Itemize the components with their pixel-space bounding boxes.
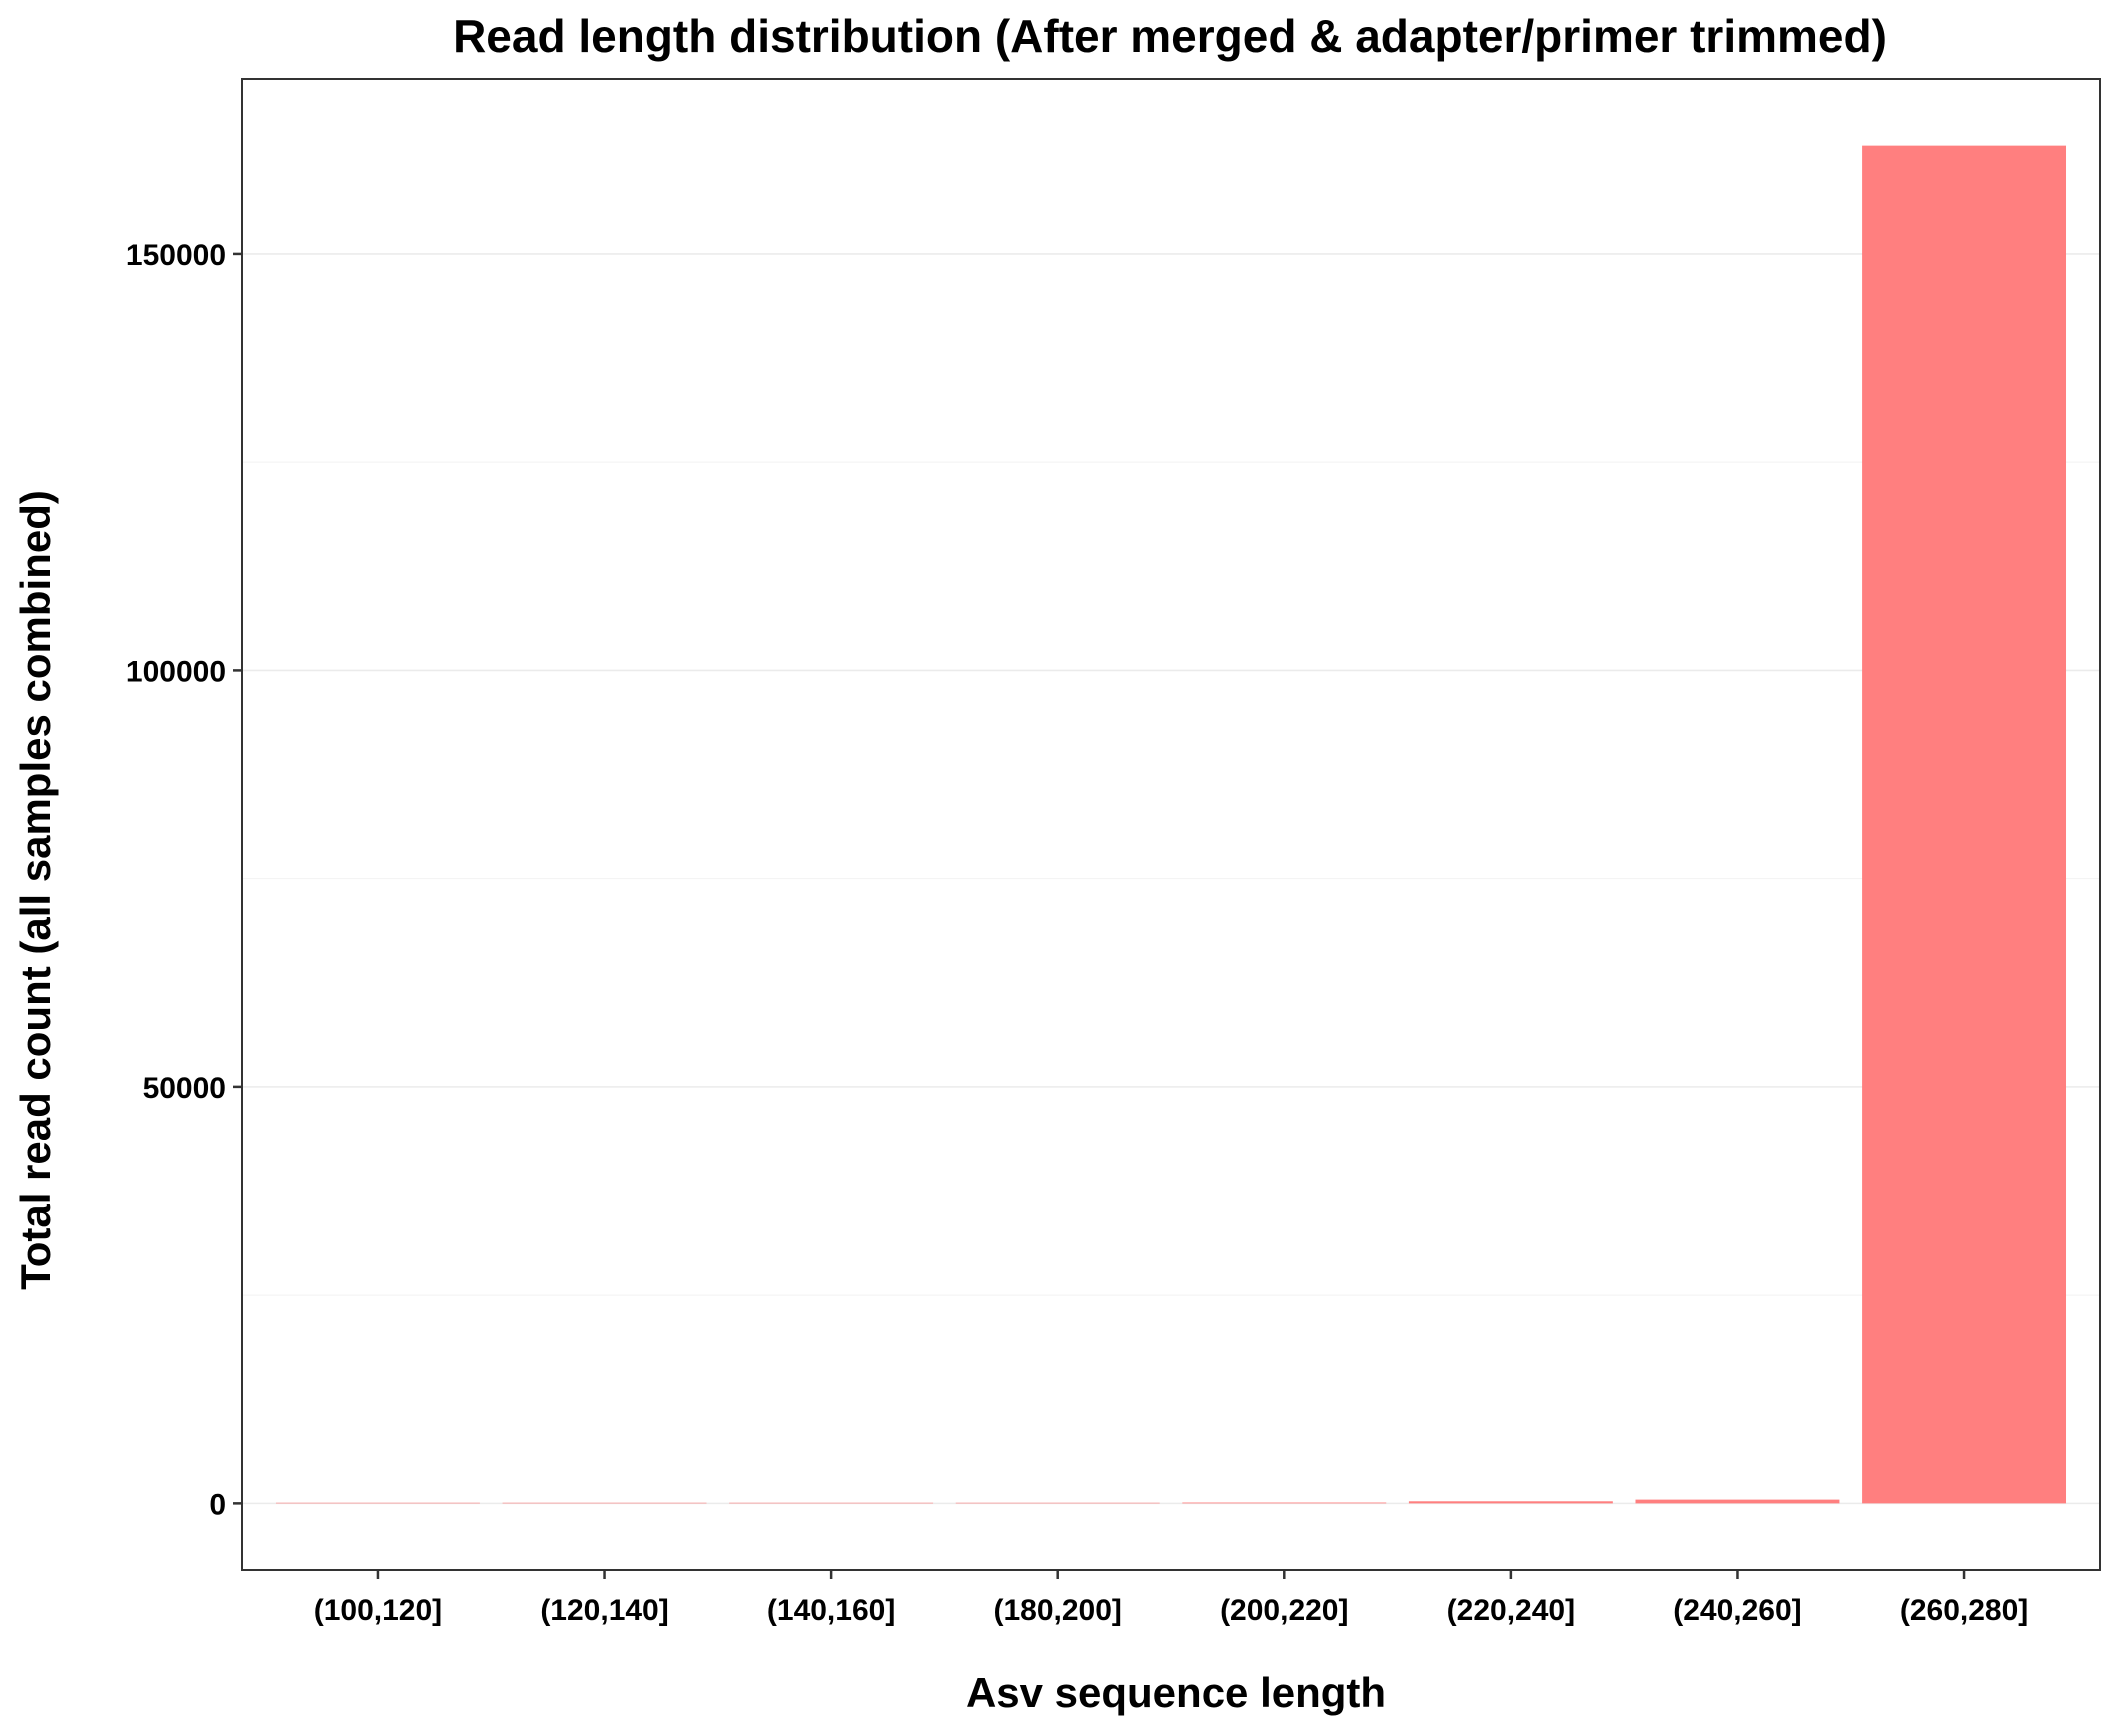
plot-panel-border: [241, 78, 2101, 1571]
x-tick-label: (180,200]: [993, 1594, 1121, 1627]
x-tick-label: (140,160]: [767, 1594, 895, 1627]
x-axis-title: Asv sequence length: [966, 1669, 1386, 1716]
y-tick-label: 50000: [143, 1072, 226, 1105]
bar: [1408, 1501, 1613, 1504]
x-tick-label: (220,240]: [1447, 1594, 1575, 1627]
x-tick-label: (200,220]: [1220, 1594, 1348, 1627]
bar: [1182, 1502, 1387, 1504]
y-tick-label: 0: [209, 1488, 226, 1521]
chart-title: Read length distribution (After merged &…: [453, 10, 1887, 62]
bar: [1635, 1499, 1840, 1504]
bar: [729, 1502, 934, 1504]
bar: [1862, 145, 2067, 1504]
grid-lines: [242, 253, 2100, 1505]
x-tick-label: (100,120]: [314, 1594, 442, 1627]
y-axis: 0 50000 100000 150000: [126, 239, 242, 1521]
y-tick-label: 100000: [126, 655, 226, 688]
x-tick-label: (260,280]: [1900, 1594, 2028, 1627]
y-axis-title: Total read count (all samples combined): [12, 490, 59, 1290]
x-axis: (100,120] (120,140] (140,160] (180,200] (200…: [314, 1570, 2028, 1627]
x-tick-label: (240,260]: [1673, 1594, 1801, 1627]
bar: [502, 1502, 707, 1504]
y-tick-label: 150000: [126, 239, 226, 272]
bar: [955, 1502, 1160, 1504]
bar: [275, 1502, 480, 1504]
x-tick-label: (120,140]: [540, 1594, 668, 1627]
bars: [275, 145, 2067, 1504]
